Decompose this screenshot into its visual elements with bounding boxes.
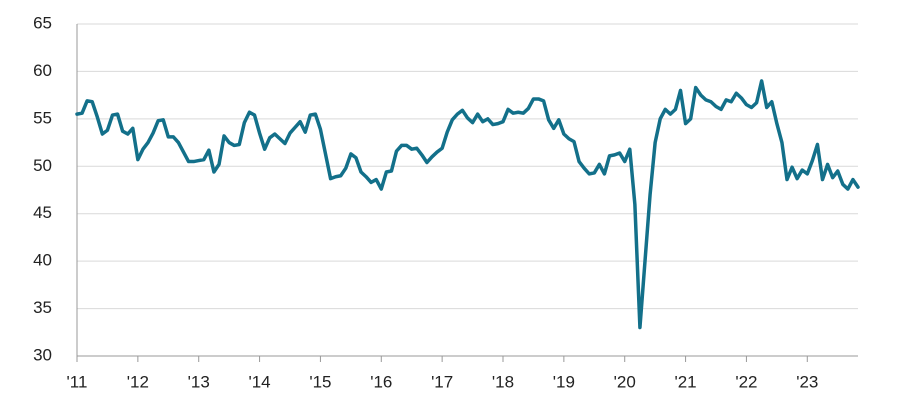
y-tick-label: 50	[33, 156, 52, 175]
data-line	[75, 79, 860, 330]
x-tick-label: '16	[370, 372, 392, 391]
x-tick-label: '14	[248, 372, 270, 391]
x-tick-label: '17	[431, 372, 453, 391]
y-tick-label: 55	[33, 108, 52, 127]
y-tick-label: 60	[33, 61, 52, 80]
y-tick-label: 35	[33, 298, 52, 317]
y-tick-label: 45	[33, 203, 52, 222]
x-tick-label: '23	[796, 372, 818, 391]
x-tick-label: '13	[188, 372, 210, 391]
x-tick-label: '22	[735, 372, 757, 391]
x-tick-label: '20	[614, 372, 636, 391]
x-tick-label: '15	[309, 372, 331, 391]
y-tick-label: 65	[33, 13, 52, 32]
y-tick-label: 30	[33, 345, 52, 364]
x-tick-label: '12	[127, 372, 149, 391]
x-tick-label: '21	[674, 372, 696, 391]
y-tick-label: 40	[33, 251, 52, 270]
x-tick-label: '18	[492, 372, 514, 391]
x-tick-label: '19	[553, 372, 575, 391]
x-tick-label: '11	[67, 372, 88, 391]
